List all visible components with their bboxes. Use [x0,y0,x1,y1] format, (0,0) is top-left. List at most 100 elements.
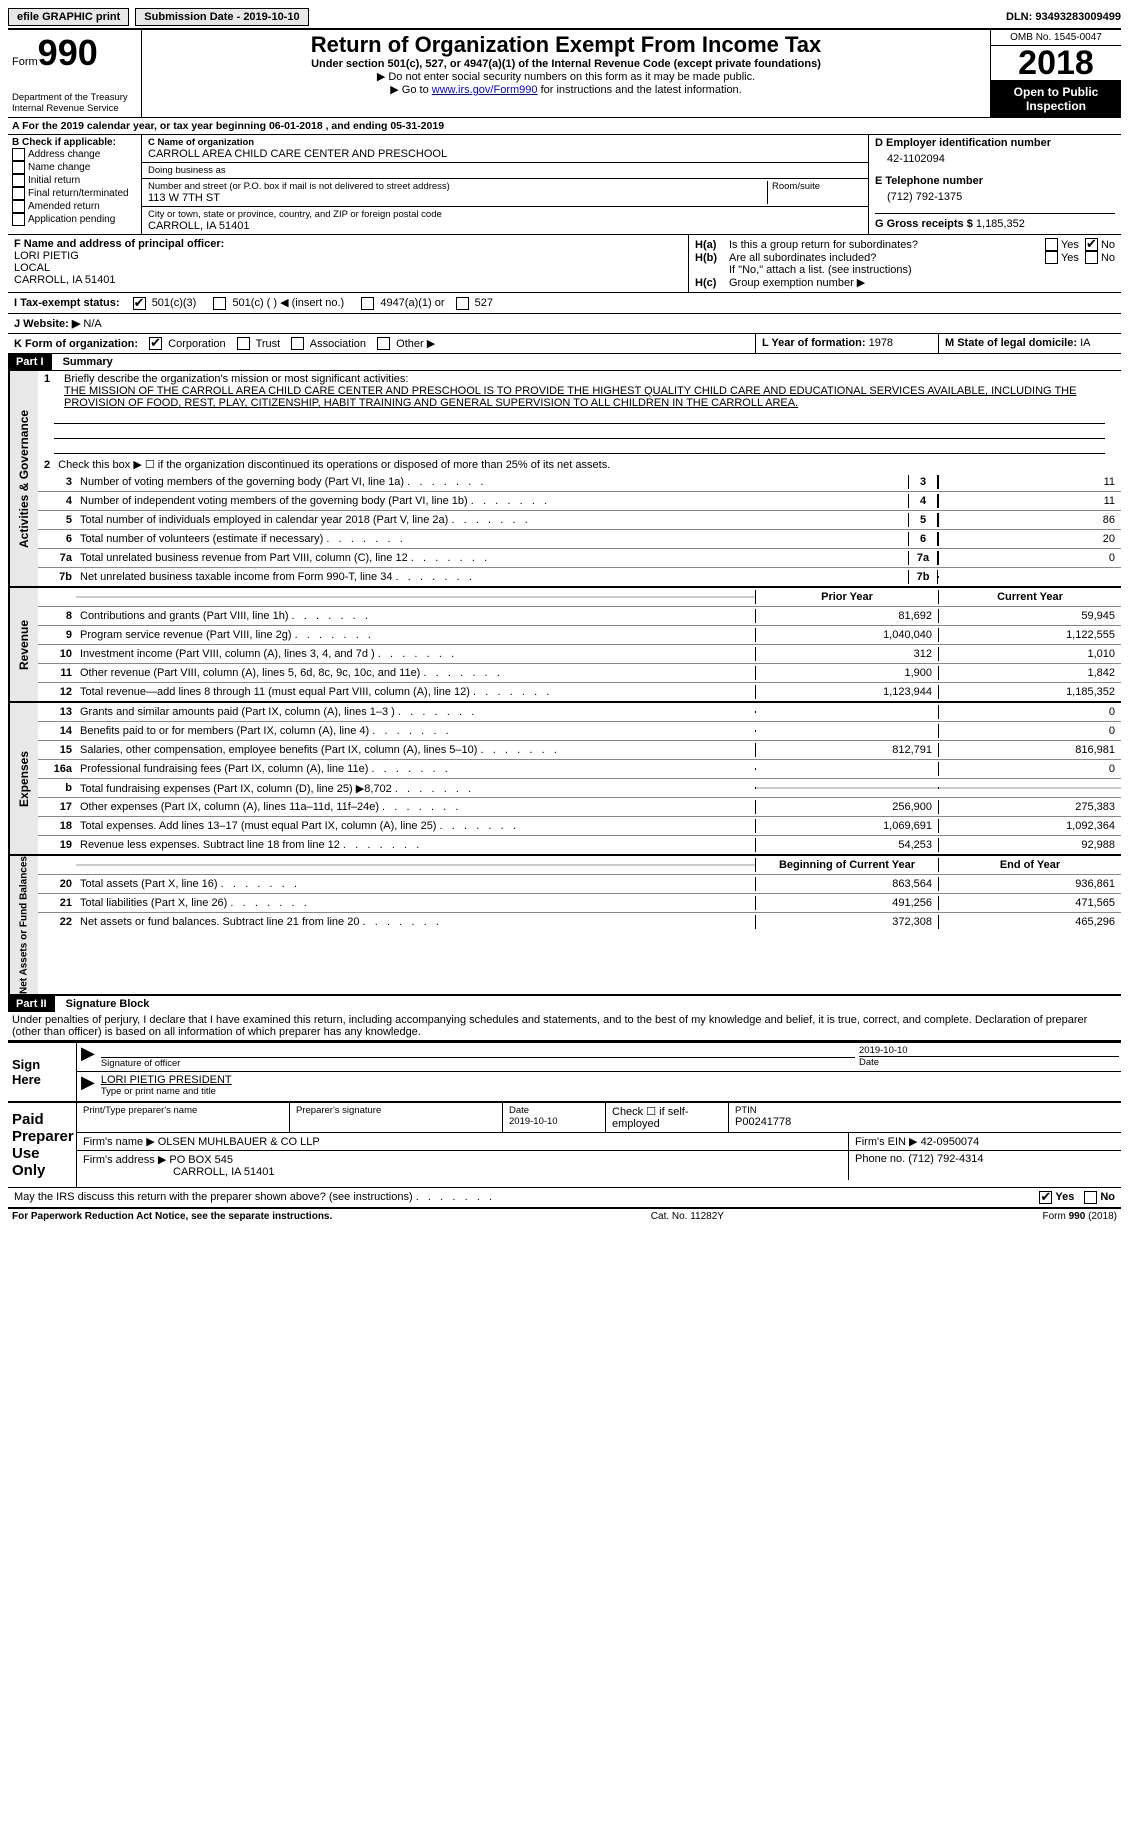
data-line: 10 Investment income (Part VIII, column … [38,645,1121,664]
data-line: 14 Benefits paid to or for members (Part… [38,722,1121,741]
gov-line: 5 Total number of individuals employed i… [38,511,1121,530]
title-box: Return of Organization Exempt From Incom… [142,30,990,117]
vlabel-exp: Expenses [8,703,38,854]
i-o3: 4947(a)(1) or [380,297,444,309]
l-label: L Year of formation: [762,337,866,349]
chk-final[interactable] [12,187,25,200]
mission-text: THE MISSION OF THE CARROLL AREA CHILD CA… [44,385,1115,409]
vlabel-net: Net Assets or Fund Balances [8,856,38,994]
col-current: Current Year [938,590,1121,604]
chk-501c3[interactable] [133,297,146,310]
l1-text: Briefly describe the organization's miss… [64,373,408,385]
form-box: Form990 Department of the Treasury Inter… [8,30,142,117]
paid-label: Paid Preparer Use Only [8,1103,77,1187]
chk-address[interactable] [12,148,25,161]
street-addr: 113 W 7TH ST [148,192,767,204]
tax-year: 2018 [991,46,1121,81]
prep-sig-label: Preparer's signature [296,1105,496,1116]
chk-name[interactable] [12,161,25,174]
part1-header-row: Part I Summary [8,354,1121,371]
f-addr2: CARROLL, IA 51401 [14,274,682,286]
ptin-label: PTIN [735,1105,1115,1116]
gov-line: 7a Total unrelated business revenue from… [38,549,1121,568]
ein-label: D Employer identification number [875,137,1115,149]
hb-yes[interactable] [1045,251,1058,264]
part2-title: Signature Block [66,998,150,1010]
opt-name: Name change [28,162,90,173]
data-line: 18 Total expenses. Add lines 13–17 (must… [38,817,1121,836]
may-irs-text: May the IRS discuss this return with the… [14,1191,1039,1204]
row-i: I Tax-exempt status: 501(c)(3) 501(c) ( … [8,293,1121,314]
note1: ▶ Do not enter social security numbers o… [148,70,984,83]
form-number: 990 [38,32,98,73]
k-o2: Trust [256,338,281,350]
ha-no[interactable] [1085,238,1098,251]
prep-date-label: Date [509,1105,599,1116]
part1-header: Part I [8,354,52,370]
no2: No [1101,252,1115,264]
addr-label: Number and street (or P.O. box if mail i… [148,181,767,192]
firm-addr: PO BOX 545 [169,1154,233,1166]
sign-here-label: Sign Here [8,1043,77,1101]
chk-other[interactable] [377,337,390,350]
col-end: End of Year [938,858,1121,872]
phone-val: (712) 792-1375 [875,187,1115,213]
data-line: 15 Salaries, other compensation, employe… [38,741,1121,760]
data-line: 9 Program service revenue (Part VIII, li… [38,626,1121,645]
data-line: 20 Total assets (Part X, line 16) 863,56… [38,875,1121,894]
firm-ein: 42-0950074 [921,1136,980,1148]
prep-date-val: 2019-10-10 [509,1116,599,1127]
ha-yes[interactable] [1045,238,1058,251]
gov-line: 4 Number of independent voting members o… [38,492,1121,511]
irs-yes-l: Yes [1055,1191,1074,1204]
submission-button[interactable]: Submission Date - 2019-10-10 [135,8,308,26]
room-suite: Room/suite [767,181,862,204]
chk-trust[interactable] [237,337,250,350]
city-val: CARROLL, IA 51401 [148,220,862,232]
f-label: F Name and address of principal officer: [14,238,682,250]
right-box: OMB No. 1545-0047 2018 Open to Public In… [990,30,1121,117]
opt-initial: Initial return [28,175,80,186]
irs-no[interactable] [1084,1191,1097,1204]
data-line: 8 Contributions and grants (Part VIII, l… [38,607,1121,626]
subtitle: Under section 501(c), 527, or 4947(a)(1)… [148,58,984,70]
exp-section: Expenses 13 Grants and similar amounts p… [8,703,1121,856]
paperwork: For Paperwork Reduction Act Notice, see … [12,1211,332,1222]
box-b-title: B Check if applicable: [12,137,137,148]
chk-501c[interactable] [213,297,226,310]
data-line: 21 Total liabilities (Part X, line 26) 4… [38,894,1121,913]
declaration: Under penalties of perjury, I declare th… [8,1012,1121,1041]
m-val: IA [1080,337,1090,349]
l2-text: 2Check this box ▶ ☐ if the organization … [38,456,1121,473]
chk-pending[interactable] [12,213,25,226]
row-j: J Website: ▶ N/A [8,314,1121,334]
chk-527[interactable] [456,297,469,310]
data-line: 12 Total revenue—add lines 8 through 11 … [38,683,1121,701]
col-begin: Beginning of Current Year [755,858,938,872]
irs-yes[interactable] [1039,1191,1052,1204]
efile-button[interactable]: efile GRAPHIC print [8,8,129,26]
rev-section: Revenue Prior Year Current Year 8 Contri… [8,588,1121,703]
form-container: Form990 Department of the Treasury Inter… [8,28,1121,1224]
i-o2: 501(c) ( ) ◀ (insert no.) [232,297,344,309]
part2-header-row: Part II Signature Block [8,996,1121,1012]
dln-text: DLN: 93493283009499 [1006,11,1121,23]
chk-amended[interactable] [12,200,25,213]
yes1: Yes [1061,239,1079,251]
sig-date-val: 2019-10-10 [859,1045,1119,1056]
chk-assoc[interactable] [291,337,304,350]
sig-date-label: Date [859,1056,1119,1068]
data-line: 16a Professional fundraising fees (Part … [38,760,1121,779]
chk-4947[interactable] [361,297,374,310]
gov-line: 6 Total number of volunteers (estimate i… [38,530,1121,549]
firm-city: CARROLL, IA 51401 [83,1166,842,1178]
irs-link[interactable]: www.irs.gov/Form990 [432,84,538,96]
chk-initial[interactable] [12,174,25,187]
gross-label: G Gross receipts $ [875,218,973,230]
ptin-val: P00241778 [735,1116,1115,1128]
hb-no[interactable] [1085,251,1098,264]
gross-val: 1,185,352 [976,218,1025,230]
firm-addr-l: Firm's address ▶ [83,1154,166,1166]
prep-name-label: Print/Type preparer's name [83,1105,283,1116]
chk-corp[interactable] [149,337,162,350]
